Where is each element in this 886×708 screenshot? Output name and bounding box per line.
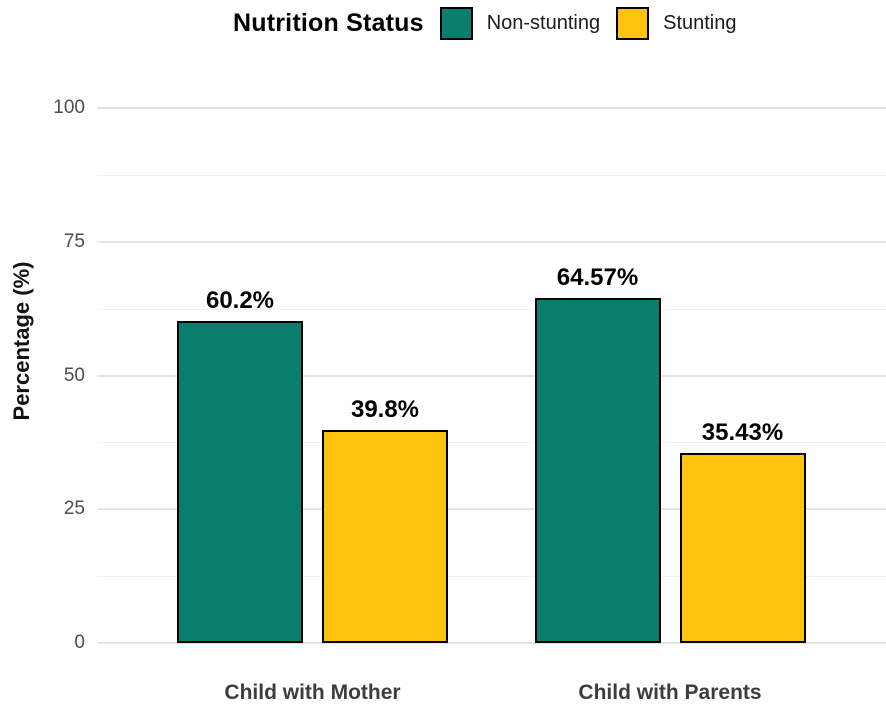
gridline-major-25: [97, 508, 886, 511]
y-tick-label-0: 0: [74, 632, 85, 653]
x-axis-label-child-with-mother: Child with Mother: [224, 681, 401, 704]
y-tick-label-25: 25: [63, 498, 85, 520]
gridline-major-0: [97, 642, 886, 644]
x-axis-label-child-with-parents: Child with Parents: [578, 681, 762, 704]
gridline-minor-62.5: [97, 308, 886, 310]
bar-value-label-non-stunting-child-with-parents: 64.57%: [556, 263, 639, 291]
gridline-minor-87.5: [97, 174, 886, 176]
y-tick-label-100: 100: [53, 97, 85, 118]
bar-stunting-child-with-mother: [322, 430, 448, 643]
stunting-swatch-icon: [616, 6, 650, 40]
legend-title: Nutrition Status: [233, 8, 424, 37]
bar-non-stunting-child-with-parents: [534, 297, 661, 643]
gridline-major-50: [97, 374, 886, 377]
legend-item-non-stunting: Non-stunting: [439, 6, 601, 40]
bar-stunting-child-with-parents: [679, 453, 806, 643]
non-stunting-swatch-icon: [439, 6, 473, 40]
y-tick-label-75: 75: [63, 230, 85, 252]
y-axis-title: Percentage (%): [9, 261, 34, 421]
gridline-minor-37.5: [97, 442, 886, 444]
plot-area: 0 25 50 75 100 60.2% 64.57% 39.8% 35.43% Child wi…: [53, 97, 886, 704]
y-tick-label-50: 50: [63, 364, 85, 386]
gridline-major-75: [97, 240, 886, 243]
legend-label-stunting: Stunting: [663, 11, 737, 34]
bar-value-label-stunting-child-with-mother: 39.8%: [350, 396, 420, 424]
legend: Nutrition Status Non-stunting Stunting: [233, 5, 737, 41]
bar-non-stunting-child-with-mother: [177, 320, 303, 643]
legend-item-stunting: Stunting: [616, 6, 737, 40]
gridline-minor-12.5: [97, 576, 886, 578]
legend-label-non-stunting: Non-stunting: [486, 11, 601, 34]
bar-value-label-non-stunting-child-with-mother: 60.2%: [205, 286, 275, 314]
gridline-major-100: [97, 107, 886, 109]
bar-value-label-stunting-child-with-parents: 35.43%: [701, 419, 784, 447]
